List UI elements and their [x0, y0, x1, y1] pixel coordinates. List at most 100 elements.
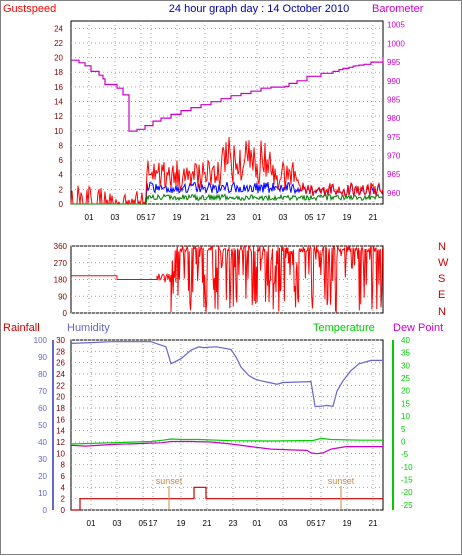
rain-tick-label: 30	[56, 336, 65, 345]
gust-tick-label: 0	[59, 200, 64, 209]
temperature-axis-label: Temperature	[313, 322, 375, 334]
time-tick-label: 21	[201, 213, 210, 222]
humidity-tick-label: 0	[43, 506, 48, 515]
humidity-tick-label: 10	[38, 489, 47, 498]
sunset-label: sunset	[328, 476, 355, 486]
temp-tick-label: 30	[401, 361, 410, 370]
sunset-label: sunset	[156, 476, 183, 486]
gust-axis-label: Gustspeed	[3, 3, 56, 15]
time-tick-label: 17	[317, 213, 326, 222]
direction-tick-label: 270	[54, 259, 68, 268]
wind-dir-letter: E	[438, 289, 445, 301]
temp-tick-label: -25	[401, 501, 413, 510]
time-tick-label: 19	[343, 519, 352, 528]
time-tick-label: 03	[279, 519, 288, 528]
baro-tick-label: 985	[387, 95, 401, 104]
rain-tick-label: 18	[56, 404, 65, 413]
humidity-tick-label: 20	[38, 472, 47, 481]
direction-tick-label: 0	[63, 309, 68, 318]
chart-title: 24 hour graph day : 14 October 2010	[169, 3, 349, 15]
avg-windspeed-trace	[71, 193, 384, 205]
gust-tick-label: 10	[54, 127, 63, 136]
dew-point-line	[70, 440, 383, 455]
temp-tick-label: 40	[401, 336, 410, 345]
panel-wind-border	[70, 20, 384, 205]
baro-tick-label: 965	[387, 170, 401, 179]
baro-tick-label: 980	[387, 114, 401, 123]
humidity-tick-label: 100	[34, 336, 48, 345]
gustspeed-trace	[70, 137, 384, 206]
gust-tick-label: 22	[54, 39, 63, 48]
humidity-tick-label: 70	[38, 387, 47, 396]
temp-tick-label: -20	[401, 488, 413, 497]
humidity-tick-label: 90	[38, 353, 47, 362]
rain-tick-label: 2	[61, 495, 66, 504]
rainfall-line	[71, 486, 383, 511]
time-tick-label: 21	[369, 213, 378, 222]
temp-tick-label: 0	[401, 437, 406, 446]
time-tick-label: 03	[279, 213, 288, 222]
temp-tick-label: 15	[401, 399, 410, 408]
temp-tick-label: -5	[401, 450, 409, 459]
time-tick-label: 05	[137, 213, 146, 222]
direction-tick-label: 360	[54, 242, 68, 251]
rain-tick-label: 26	[56, 359, 65, 368]
rain-tick-label: 22	[56, 381, 65, 390]
gust-tick-label: 18	[54, 68, 63, 77]
baro-tick-label: 995	[387, 58, 401, 67]
time-tick-label: 21	[369, 519, 378, 528]
temp-tick-label: 35	[401, 349, 410, 358]
rain-tick-label: 24	[56, 370, 65, 379]
time-tick-label: 17	[147, 213, 156, 222]
gust-tick-label: 12	[54, 112, 63, 121]
baro-tick-label: 970	[387, 151, 401, 160]
humidity-tick-label: 40	[38, 438, 47, 447]
time-tick-label: 05	[139, 519, 148, 528]
rain-tick-label: 6	[61, 472, 66, 481]
temp-tick-label: 5	[401, 425, 406, 434]
time-tick-label: 23	[227, 213, 236, 222]
humidity-line	[70, 341, 383, 407]
wind-dir-letter: S	[438, 273, 445, 285]
temp-tick-label: 10	[401, 412, 410, 421]
gust-tick-label: 24	[54, 24, 63, 33]
humidity-tick-label: 80	[38, 370, 47, 379]
wind-dir-letter: N	[438, 241, 446, 253]
temp-tick-label: 20	[401, 387, 410, 396]
wind-dir-letter: W	[438, 257, 449, 269]
gust-tick-label: 2	[59, 185, 64, 194]
time-tick-label: 01	[253, 213, 262, 222]
gust-tick-label: 4	[59, 171, 64, 180]
time-tick-label: 19	[177, 519, 186, 528]
humidity-axis-label: Humidity	[67, 322, 110, 334]
gust-tick-label: 20	[54, 54, 63, 63]
rain-tick-label: 12	[56, 438, 65, 447]
time-tick-label: 21	[203, 519, 212, 528]
gust-tick-label: 14	[54, 98, 63, 107]
temperature-line	[70, 437, 383, 445]
rain-tick-label: 14	[56, 427, 65, 436]
time-tick-label: 05	[305, 213, 314, 222]
temp-tick-label: 25	[401, 374, 410, 383]
humidity-tick-label: 30	[38, 455, 47, 464]
rain-tick-label: 20	[56, 393, 65, 402]
time-tick-label: 05	[307, 519, 316, 528]
temp-tick-label: -10	[401, 463, 413, 472]
baro-tick-label: 1005	[387, 21, 405, 30]
time-tick-label: 03	[113, 519, 122, 528]
humidity-tick-label: 60	[38, 404, 47, 413]
time-tick-label: 19	[343, 213, 352, 222]
gust-tick-label: 6	[59, 156, 64, 165]
time-tick-label: 17	[149, 519, 158, 528]
barometer-line	[71, 57, 384, 132]
wind-dir-letter: N	[438, 306, 446, 318]
dewpoint-axis-label: Dew Point	[393, 322, 443, 334]
rain-tick-label: 8	[61, 461, 66, 470]
direction-tick-label: 180	[54, 276, 68, 285]
time-tick-label: 01	[85, 213, 94, 222]
baro-axis-label: Barometer	[372, 3, 424, 15]
time-tick-label: 01	[253, 519, 262, 528]
gust-tick-label: 16	[54, 83, 63, 92]
